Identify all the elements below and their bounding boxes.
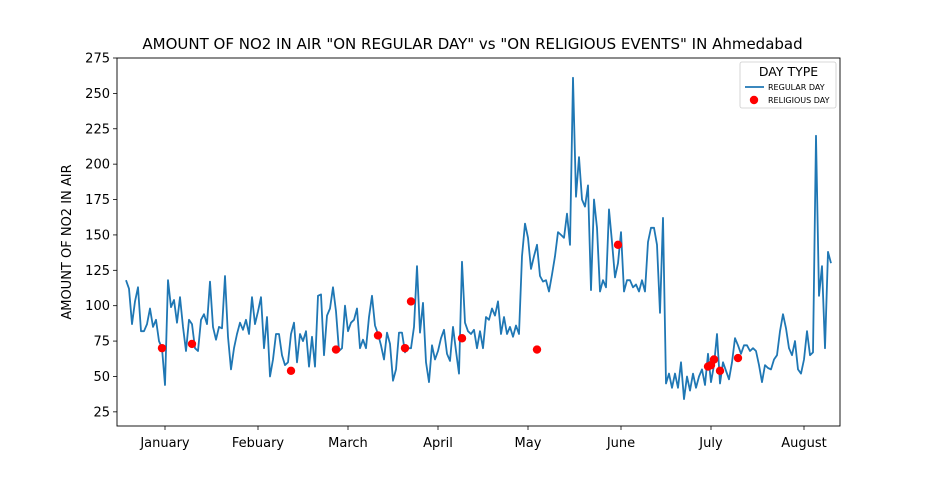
religious-day-point — [613, 240, 623, 250]
x-tick-label: April — [423, 436, 453, 451]
series-layer — [125, 76, 832, 401]
x-tick-label: March — [328, 436, 368, 451]
religious-day-point — [400, 343, 410, 353]
x-tick-label: June — [606, 436, 635, 451]
x-axis: January Febuary March April May June July Augus… — [139, 426, 827, 451]
y-tick-label: 75 — [93, 335, 110, 350]
religious-day-point — [157, 343, 167, 353]
y-tick-label: 150 — [85, 228, 110, 243]
x-tick-label: January — [139, 436, 190, 451]
x-tick-label: May — [515, 436, 542, 451]
x-tick-label: Febuary — [232, 436, 285, 451]
religious-day-point — [709, 355, 719, 364]
y-tick-label: 175 — [85, 193, 110, 208]
religious-day-point — [406, 297, 416, 306]
y-tick-label: 225 — [85, 122, 110, 137]
chart-title: AMOUNT OF NO2 IN AIR "ON REGULAR DAY" vs… — [142, 35, 802, 53]
y-tick-label: 100 — [85, 299, 110, 314]
legend-religious-day-label: RELIGIOUS DAY — [768, 96, 830, 105]
religious-day-point — [373, 331, 383, 340]
religious-day-point — [331, 345, 341, 354]
religious-day-point — [532, 345, 542, 354]
y-tick-label: 200 — [85, 158, 110, 173]
y-tick-label: 125 — [85, 264, 110, 279]
plot-area — [116, 57, 841, 427]
y-tick-label: 250 — [85, 87, 110, 102]
y-tick-label: 275 — [85, 52, 110, 67]
religious-day-point — [187, 339, 197, 349]
y-axis-label: AMOUNT OF NO2 IN AIR — [60, 164, 75, 319]
plot-background — [117, 58, 840, 426]
legend-religious-day-swatch — [749, 95, 759, 105]
x-tick-label: August — [781, 436, 827, 451]
religious-day-point — [457, 334, 467, 343]
religious-day-point — [733, 353, 743, 363]
x-tick-label: July — [698, 436, 723, 451]
legend: DAY TYPE REGULAR DAY RELIGIOUS DAY — [739, 61, 837, 109]
religious-day-point — [715, 366, 725, 375]
y-axis: 25 50 75 100 125 150 175 200 225 250 275 — [85, 52, 117, 420]
y-tick-label: 25 — [93, 405, 110, 420]
religious-day-point — [286, 366, 296, 375]
legend-title: DAY TYPE — [759, 64, 818, 79]
legend-box — [739, 61, 837, 109]
y-tick-label: 50 — [93, 370, 110, 385]
legend-regular-day-label: REGULAR DAY — [768, 83, 825, 92]
plot-frame — [116, 57, 841, 427]
